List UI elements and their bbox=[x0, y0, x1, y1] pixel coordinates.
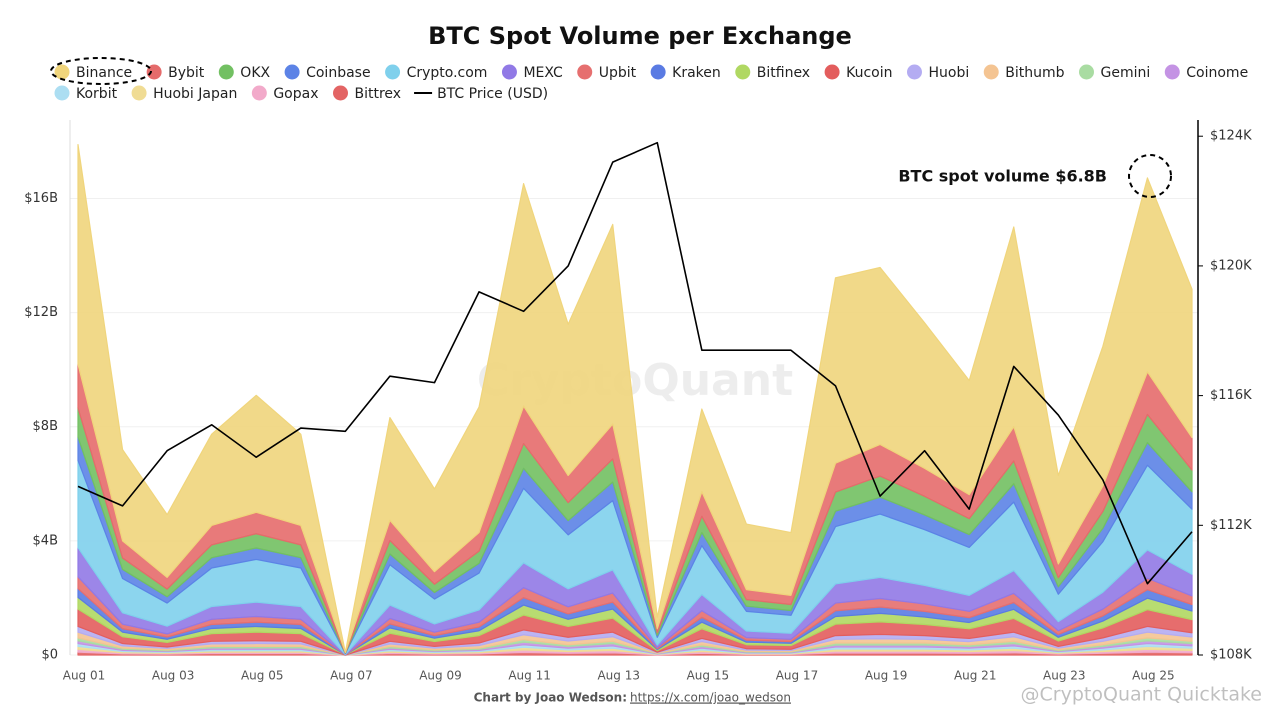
axis-layer: $0 $4B $8B $12B $16B $108K $112K $116K $120K $124… bbox=[24, 129, 1252, 683]
highlight-circle bbox=[1128, 154, 1172, 198]
legend-label: Crypto.com bbox=[407, 65, 488, 81]
legend-marker bbox=[824, 64, 840, 80]
y-tick-label: $8B bbox=[33, 419, 58, 434]
area bbox=[77, 143, 1193, 654]
x-tick-label: Aug 25 bbox=[1132, 669, 1175, 683]
source-link[interactable]: https://x.com/joao_wedson bbox=[630, 691, 791, 705]
legend-label: OKX bbox=[240, 65, 270, 81]
legend-label: Gemini bbox=[1101, 65, 1151, 81]
legend-label: Bithumb bbox=[1005, 65, 1064, 81]
y-tick-label: $16B bbox=[24, 191, 58, 206]
legend: Binance Bybit OKX Coinbase Crypto.com MEXC Upb… bbox=[54, 64, 1248, 102]
legend-marker bbox=[218, 64, 234, 80]
y-tick-label: $0 bbox=[41, 648, 58, 663]
legend-marker bbox=[333, 85, 348, 101]
legend-marker bbox=[501, 64, 517, 80]
x-tick-label: Aug 19 bbox=[865, 669, 908, 683]
y-tick-label: $4B bbox=[33, 533, 58, 548]
legend-marker bbox=[54, 64, 70, 80]
legend-label: Huobi Japan bbox=[153, 86, 237, 102]
legend-label: Kucoin bbox=[846, 65, 892, 81]
legend-marker bbox=[983, 64, 999, 80]
x-tick-label: Aug 07 bbox=[330, 669, 373, 683]
legend-marker bbox=[906, 64, 922, 80]
legend-label: Bitfinex bbox=[757, 65, 810, 81]
legend-marker bbox=[577, 64, 593, 80]
x-tick-label: Aug 05 bbox=[241, 669, 284, 683]
x-tick-label: Aug 01 bbox=[63, 669, 106, 683]
annotation: BTC spot volume $6.8B bbox=[898, 167, 1107, 186]
legend-label: Bittrex bbox=[355, 86, 402, 102]
x-tick-label: Aug 03 bbox=[152, 669, 195, 683]
legend-label: MEXC bbox=[523, 65, 562, 81]
price-line bbox=[77, 141, 1193, 585]
legend-label: Upbit bbox=[599, 65, 637, 81]
line-layer bbox=[77, 141, 1193, 585]
legend-label: Coinbase bbox=[306, 65, 370, 81]
legend-marker bbox=[251, 85, 267, 101]
y2-tick-label: $108K bbox=[1210, 648, 1252, 663]
legend-marker bbox=[54, 85, 70, 101]
legend-marker bbox=[385, 64, 401, 80]
x-tick-label: Aug 09 bbox=[419, 669, 462, 683]
x-tick-label: Aug 13 bbox=[597, 669, 640, 683]
legend-marker bbox=[146, 64, 162, 80]
legend-label: Gopax bbox=[273, 86, 318, 102]
legend-label: Huobi bbox=[928, 65, 969, 81]
legend-label: Kraken bbox=[672, 65, 721, 81]
legend-label: Bybit bbox=[168, 65, 205, 81]
legend-label: Binance bbox=[76, 65, 132, 81]
watermark: @CryptoQuant Quicktake bbox=[1021, 684, 1262, 706]
chart-title: BTC Spot Volume per Exchange bbox=[428, 22, 852, 50]
y2-tick-label: $112K bbox=[1210, 518, 1252, 533]
legend-marker bbox=[650, 64, 666, 80]
legend-marker bbox=[131, 85, 147, 101]
legend-label: Coinome bbox=[1186, 65, 1248, 81]
y2-tick-label: $124K bbox=[1210, 129, 1252, 144]
legend-marker bbox=[735, 64, 751, 80]
x-tick-label: Aug 15 bbox=[687, 669, 730, 683]
x-tick-label: Aug 21 bbox=[954, 669, 997, 683]
legend-label: BTC Price (USD) bbox=[437, 86, 548, 102]
legend-marker bbox=[1079, 64, 1094, 80]
legend-label: Korbit bbox=[76, 86, 118, 102]
y2-tick-label: $120K bbox=[1210, 258, 1252, 273]
source-label: Chart by Joao Wedson: bbox=[474, 691, 627, 705]
x-tick-label: Aug 17 bbox=[776, 669, 819, 683]
y-tick-label: $12B bbox=[24, 305, 58, 320]
y2-tick-label: $116K bbox=[1210, 388, 1252, 403]
legend-marker bbox=[284, 64, 300, 80]
x-tick-label: Aug 11 bbox=[508, 669, 551, 683]
x-tick-label: Aug 23 bbox=[1043, 669, 1086, 683]
legend-marker bbox=[1164, 64, 1180, 80]
highlight-circle bbox=[50, 57, 152, 85]
